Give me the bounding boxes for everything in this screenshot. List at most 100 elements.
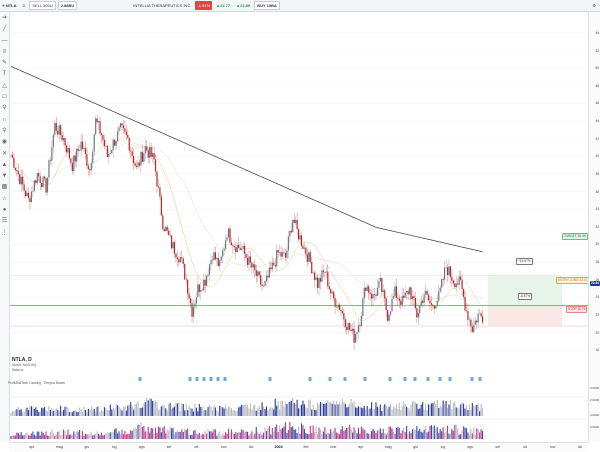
candle-body [306,254,308,262]
volume-bar [441,407,443,416]
candle-body [461,279,463,290]
candle-body [210,259,212,265]
volume-bar [290,400,292,416]
layers-icon[interactable]: ☰ [1,218,8,225]
volume-bar [179,431,181,439]
volume-bar [25,433,27,439]
volume-bar [260,432,262,439]
zoom-icon[interactable]: ⚲ [2,105,7,112]
candle-body [430,303,433,305]
volume-bar [108,433,110,439]
volume-bar [442,427,444,439]
volume-bar [208,431,211,439]
star-icon[interactable]: ☆ [1,195,8,202]
sell-qty-field[interactable]: SELL 500U [29,1,56,10]
fib-icon[interactable]: ≡ [2,48,7,55]
volume-bar [322,403,324,416]
lock-icon[interactable]: ⚲ [2,127,7,134]
candle-body [413,296,415,298]
volume-bar [371,431,373,439]
ruler-icon[interactable]: ▩ [1,184,8,191]
settings-icon[interactable]: ⚙ [592,3,596,8]
horizontal-line-icon[interactable]: — [1,37,8,44]
candle-body [337,304,339,308]
volume-bar [407,433,409,439]
text-icon[interactable]: T [2,71,7,78]
candle-body [97,121,100,123]
symbol-search[interactable]: ● NTLA [0,1,19,10]
candle-body [426,291,428,295]
candle-body [369,292,371,295]
volume-bar [197,411,199,416]
volume-bar [30,433,32,439]
candle-body [343,313,345,320]
sell-button[interactable]: 2.88BU [57,1,78,10]
candle-body [347,323,349,331]
volume-bar [168,404,170,416]
candle-body [417,312,419,318]
candle-body [134,163,136,166]
volume-bar [312,404,314,416]
volume-bar [176,430,178,439]
candle-body [257,271,259,276]
candle-body [274,264,276,267]
volume-bar [203,434,205,439]
volume-bar [239,432,241,439]
volume-bar [10,412,12,416]
candle-body [105,146,107,147]
candle-body [241,248,243,250]
volume-bar [70,411,72,416]
candle-body [359,325,361,327]
candle-body [144,146,146,154]
candle-body [309,252,311,262]
volume-pane-1 [10,398,484,416]
volume-bar [192,430,195,439]
legend-symbol: NTLA, D [12,357,32,363]
buy-button[interactable]: BUY 10BA [254,1,280,10]
volume-bar [86,412,88,416]
price-scale[interactable]: 22.64 54 52 50 48 46 44 42 40 38 36 34 32 30 28 26 24 22… [588,12,600,442]
trash-icon[interactable]: ✕ [1,150,8,157]
volume-bar [144,402,146,416]
volume-bar [130,430,132,439]
volume-bar [133,409,135,416]
time-axis[interactable]: apr mag giu lug ago set ott nov dic 2024 feb mar apr… [10,442,588,452]
alert-icon[interactable]: ● [2,207,7,214]
event-marker [216,377,220,381]
volume-bar [398,402,400,416]
volume-bar [190,435,192,439]
volume-bar [106,409,108,416]
cursor-icon[interactable]: ➔ [1,15,8,21]
pattern-icon[interactable]: △ [2,82,7,89]
candle-body [17,171,19,175]
volume-bar [207,407,209,416]
candle-body [389,311,392,315]
candle-body [86,154,88,166]
brush-icon[interactable]: ✎ [1,60,8,67]
price-chart[interactable] [10,12,588,442]
volume-bar [306,408,308,416]
volume-bar [357,406,360,416]
candle-body [189,298,192,304]
volume-bar [165,433,167,439]
volume-bar [382,406,384,416]
short-position-icon[interactable]: ▼ [1,173,8,180]
volume-bar [80,435,82,439]
volume-bar [108,410,110,416]
volume-bar [23,411,25,416]
volume-bar [392,406,395,416]
interval-selector[interactable]: D [22,3,26,8]
more-icon[interactable]: ⋮ [1,229,8,236]
volume-bar [425,426,427,439]
volume-bar [446,425,449,439]
eye-icon[interactable]: ◉ [1,139,8,146]
trend-line-icon[interactable]: ╱ [2,26,7,33]
volume-bar [470,410,472,416]
measure-icon[interactable]: □ [2,94,7,101]
long-position-icon[interactable]: ▲ [1,161,8,168]
magnet-icon[interactable]: ∩ [2,116,7,123]
volume-bar [217,411,219,416]
chart-area[interactable]: TARGET 26.49 ENTRY LONG 23.07 STOP 20.75… [10,12,590,442]
grid [10,32,588,351]
candles [10,114,484,350]
